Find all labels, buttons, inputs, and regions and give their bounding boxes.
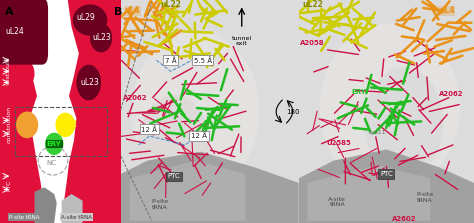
Text: uL4: uL4 xyxy=(439,6,455,15)
Text: 12 Å: 12 Å xyxy=(191,133,207,139)
Text: uL23: uL23 xyxy=(92,33,111,42)
Text: ERY: ERY xyxy=(47,141,62,147)
Polygon shape xyxy=(130,161,246,221)
Ellipse shape xyxy=(45,133,64,155)
Text: A-site
tRNA: A-site tRNA xyxy=(328,197,346,207)
Text: PTC: PTC xyxy=(168,173,181,179)
Text: A2602: A2602 xyxy=(392,216,416,222)
Text: PTC: PTC xyxy=(380,171,392,177)
Text: uL22: uL22 xyxy=(160,0,181,9)
Text: 12 Å: 12 Å xyxy=(141,126,157,133)
Text: uL23: uL23 xyxy=(80,78,99,87)
Ellipse shape xyxy=(22,62,35,85)
Text: P-site
tRNA: P-site tRNA xyxy=(151,199,169,210)
Text: uL24: uL24 xyxy=(5,27,24,36)
Ellipse shape xyxy=(319,23,460,191)
Text: vestibule: vestibule xyxy=(6,56,11,85)
Ellipse shape xyxy=(73,80,85,112)
Ellipse shape xyxy=(138,95,210,195)
Polygon shape xyxy=(299,149,474,223)
Text: A2058: A2058 xyxy=(301,40,325,45)
Polygon shape xyxy=(62,194,82,223)
Text: uL22: uL22 xyxy=(302,0,323,9)
Ellipse shape xyxy=(90,23,112,52)
Text: 180°: 180° xyxy=(286,109,303,114)
Text: constriction: constriction xyxy=(6,106,11,143)
Polygon shape xyxy=(307,165,430,221)
Text: P-site tRNA: P-site tRNA xyxy=(9,215,40,220)
Text: uL4: uL4 xyxy=(124,6,140,15)
Ellipse shape xyxy=(55,113,75,137)
Ellipse shape xyxy=(76,65,101,100)
Text: A2062: A2062 xyxy=(439,91,464,97)
Text: B: B xyxy=(114,7,122,17)
Text: uL29: uL29 xyxy=(76,13,95,22)
Text: uL22: uL22 xyxy=(57,120,78,129)
Polygon shape xyxy=(27,0,79,223)
Ellipse shape xyxy=(132,31,259,192)
Text: tunnel
exit: tunnel exit xyxy=(232,36,252,46)
Text: A2062: A2062 xyxy=(123,95,147,101)
Text: P-site
tRNA: P-site tRNA xyxy=(416,192,433,203)
Text: ERY: ERY xyxy=(351,89,366,95)
Ellipse shape xyxy=(365,67,443,178)
Text: A-site tRNA: A-site tRNA xyxy=(61,215,92,220)
Ellipse shape xyxy=(16,112,38,138)
Text: Lys11: Lys11 xyxy=(369,130,386,135)
Polygon shape xyxy=(35,187,57,223)
FancyBboxPatch shape xyxy=(0,0,48,65)
Text: NC: NC xyxy=(47,160,57,166)
Text: uL4: uL4 xyxy=(16,120,32,129)
Ellipse shape xyxy=(73,4,107,36)
Polygon shape xyxy=(121,152,299,223)
Text: 7 Å: 7 Å xyxy=(165,57,176,64)
Bar xyxy=(15,107,107,156)
Text: A: A xyxy=(5,7,14,17)
Text: PTC: PTC xyxy=(6,179,11,191)
Text: 5.5 Å: 5.5 Å xyxy=(193,57,212,64)
Text: U2585: U2585 xyxy=(327,140,351,146)
